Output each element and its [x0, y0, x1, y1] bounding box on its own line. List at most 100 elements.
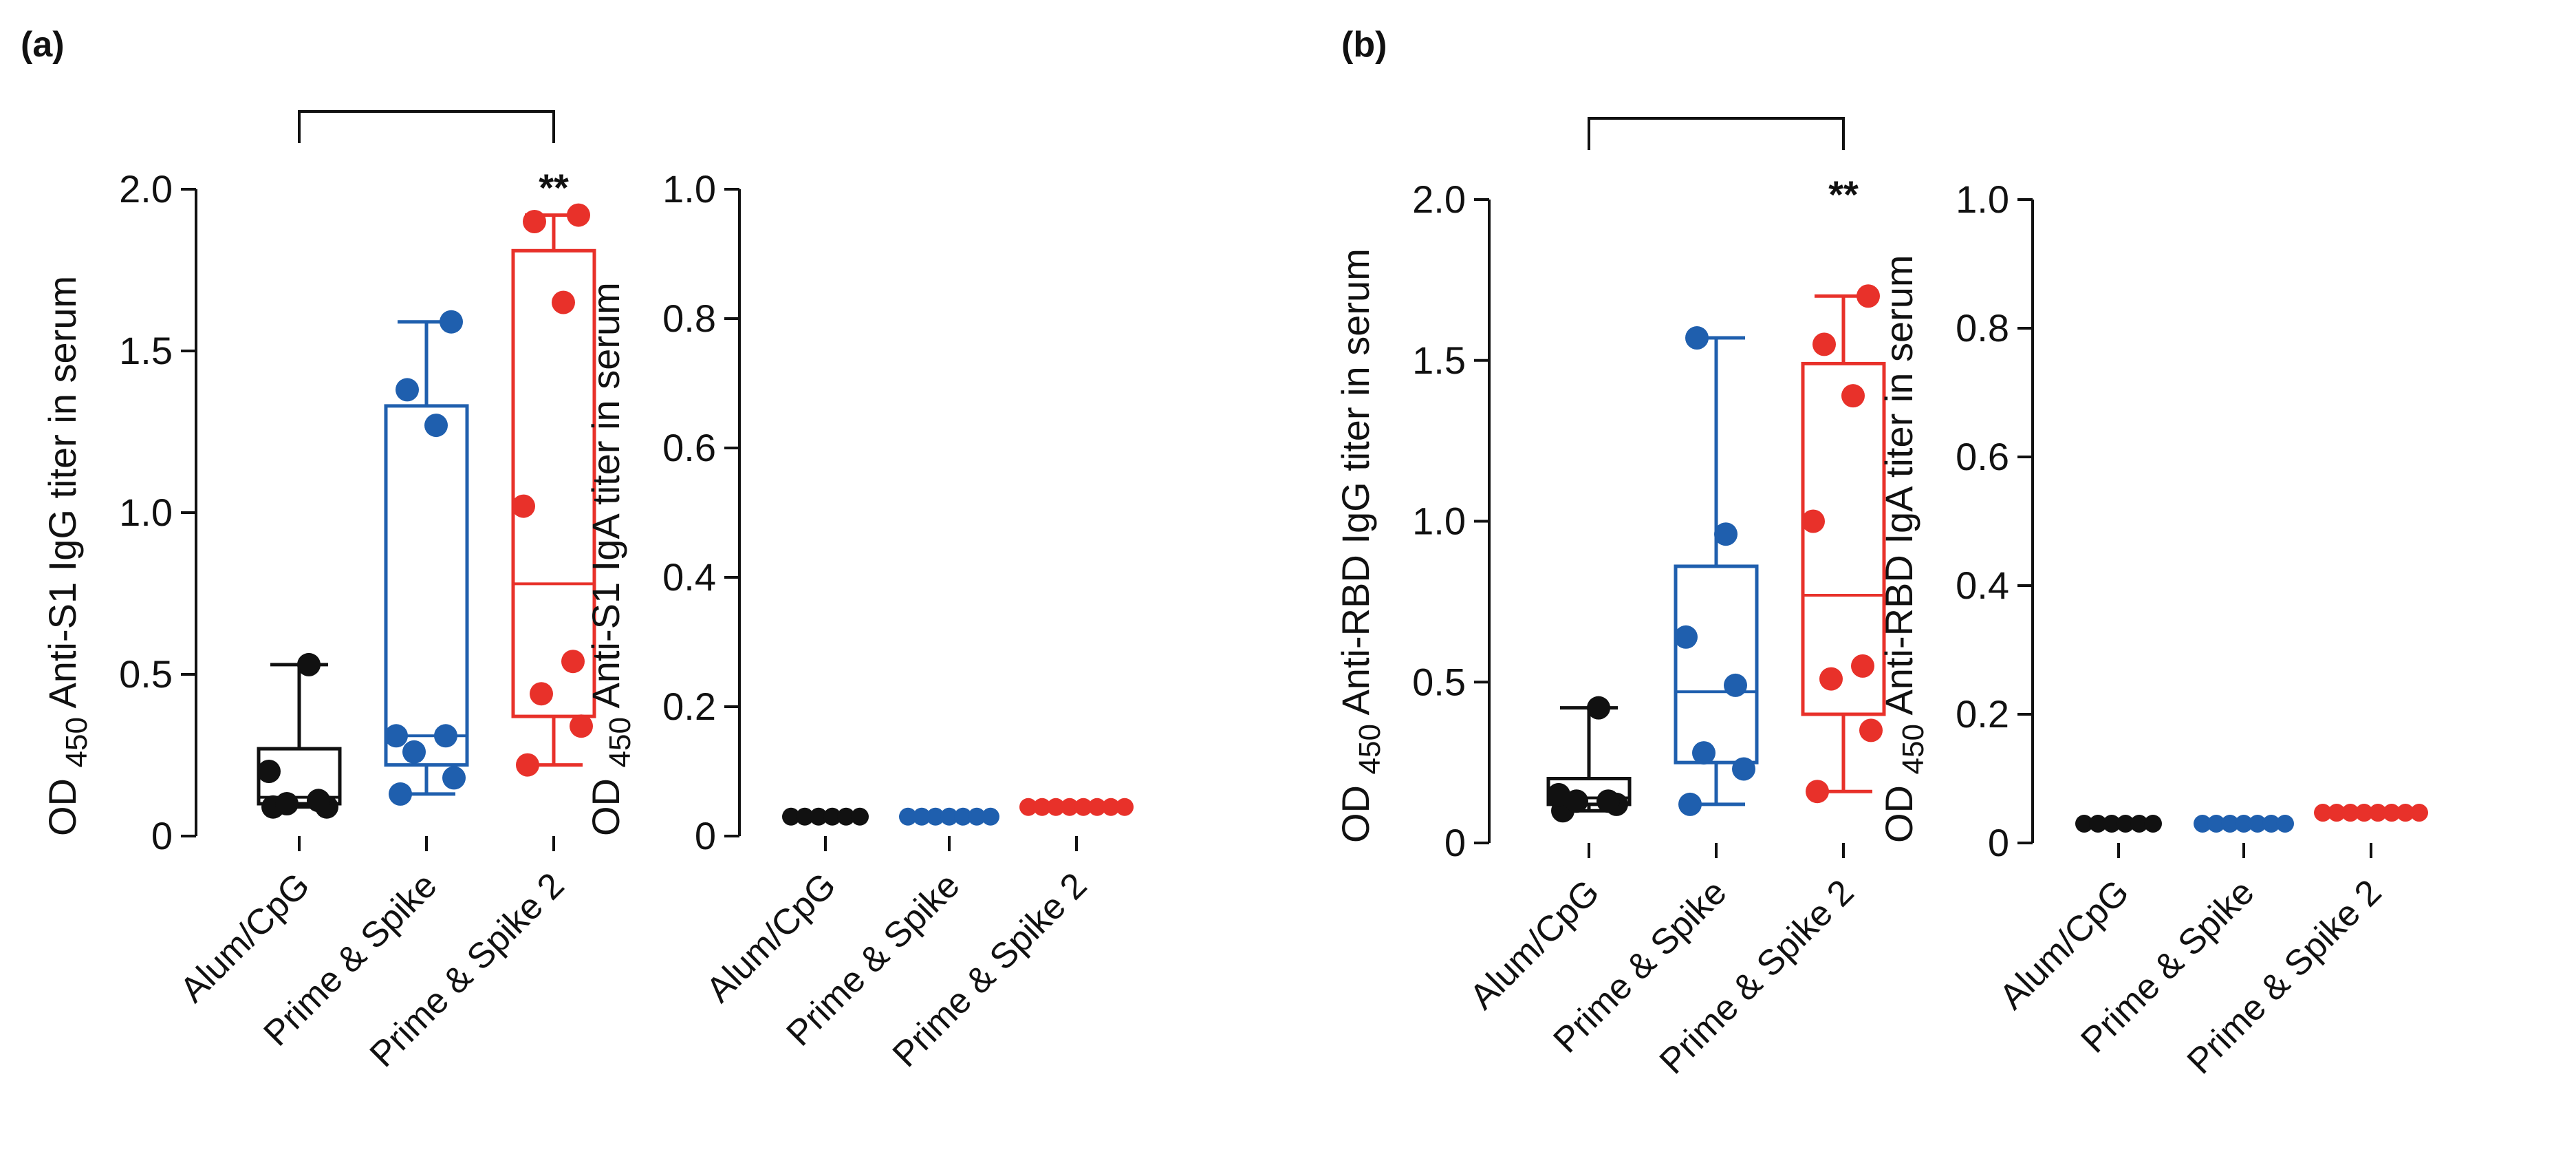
data-point	[1857, 284, 1880, 308]
y-axis-label-subscript: 450	[1353, 724, 1387, 774]
data-point	[1088, 798, 1106, 816]
y-tick-label: 0.4	[1956, 564, 2009, 607]
y-tick-label: 2.0	[119, 167, 173, 211]
data-point	[2369, 804, 2387, 822]
data-point	[2075, 814, 2093, 833]
series-alum-cpg	[257, 652, 342, 819]
data-point	[2117, 814, 2134, 833]
data-point	[1801, 509, 1825, 533]
y-tick-label: 0	[1444, 821, 1466, 864]
data-point	[530, 682, 553, 706]
y-tick-label: 1.0	[1412, 500, 1466, 543]
data-point	[567, 203, 590, 227]
y-tick-label: 0.8	[1956, 306, 2009, 350]
data-point	[1674, 625, 1698, 649]
data-point	[940, 807, 958, 826]
data-point	[810, 807, 827, 826]
y-axis-label-subscript: 450	[603, 717, 637, 767]
data-point	[899, 807, 917, 826]
y-axis-label: OD 450 Anti-RBD IgG titer in serum	[1334, 248, 1387, 843]
data-point	[2235, 814, 2253, 833]
data-point	[823, 807, 841, 826]
y-axis-label-text: Anti-RBD IgG titer in serum	[1334, 248, 1377, 724]
data-point	[2383, 804, 2401, 822]
data-point	[1806, 780, 1829, 804]
series-prime-spike	[1674, 326, 1759, 816]
data-point	[796, 807, 814, 826]
y-tick-label: 0.5	[119, 652, 173, 696]
data-point	[424, 414, 448, 438]
data-point	[782, 807, 800, 826]
y-axis-label-text: Anti-S1 IgG titer in serum	[41, 276, 84, 717]
y-tick-label: 0	[1988, 821, 2009, 864]
series-alum-cpg	[782, 807, 869, 826]
series-prime-spike-2	[1801, 284, 1886, 804]
data-point	[1812, 332, 1836, 356]
box-iqr	[511, 248, 596, 718]
box-iqr	[1801, 361, 1886, 716]
data-point	[2249, 814, 2266, 833]
y-tick-label: 1.5	[1412, 339, 1466, 382]
data-point	[2410, 804, 2428, 822]
y-tick-label: 1.0	[1956, 178, 2009, 221]
data-point	[2355, 804, 2373, 822]
data-point	[1678, 792, 1702, 816]
data-point	[1102, 798, 1120, 816]
data-point	[561, 650, 585, 674]
data-point	[927, 807, 944, 826]
series-prime-spike-2	[511, 203, 596, 777]
data-point	[389, 782, 412, 806]
y-tick-label: 0.4	[662, 555, 716, 599]
data-point	[1859, 718, 1883, 742]
y-axis-label-prefix: OD	[1334, 774, 1377, 843]
data-point	[2341, 804, 2359, 822]
data-point	[396, 378, 419, 402]
y-tick-label: 0.6	[1956, 435, 2009, 478]
y-tick-label: 0	[695, 814, 716, 857]
y-tick-label: 0.2	[662, 685, 716, 728]
y-axis-label-text: Anti-S1 IgA titer in serum	[584, 282, 627, 717]
y-axis-label-prefix: OD	[41, 767, 84, 836]
data-point	[385, 724, 408, 748]
y-axis-label-text: Anti-RBD IgA titer in serum	[1877, 255, 1920, 724]
data-point	[1061, 798, 1079, 816]
panel-label-a: (a)	[21, 25, 65, 65]
data-point	[913, 807, 931, 826]
data-point	[440, 310, 463, 334]
y-axis-label: OD 450 Anti-S1 IgA titer in serum	[584, 282, 637, 836]
data-point	[1841, 384, 1865, 408]
significance-bracket	[298, 110, 555, 143]
series-prime-spike-2	[2314, 804, 2428, 822]
data-point	[982, 807, 999, 826]
data-point	[2221, 814, 2239, 833]
data-point	[2396, 804, 2414, 822]
data-point	[1547, 782, 1570, 806]
series-alum-cpg	[1546, 696, 1632, 823]
data-point	[297, 652, 321, 676]
data-point	[402, 740, 426, 764]
data-point	[570, 714, 593, 738]
data-point	[1597, 789, 1620, 813]
data-point	[516, 753, 539, 777]
data-point	[954, 807, 972, 826]
data-point	[1047, 798, 1065, 816]
box-iqr	[384, 404, 469, 767]
data-point	[275, 792, 299, 815]
data-point	[512, 494, 535, 518]
data-point	[307, 789, 330, 813]
data-point	[523, 210, 546, 233]
data-point	[1685, 326, 1709, 350]
data-point	[2314, 804, 2332, 822]
y-tick-label: 0.8	[662, 297, 716, 340]
y-axis-label: OD 450 Anti-RBD IgA titer in serum	[1877, 255, 1930, 843]
data-point	[1565, 789, 1588, 813]
y-tick-label: 0.6	[662, 426, 716, 469]
data-point	[1692, 741, 1715, 765]
series-alum-cpg	[2075, 814, 2162, 833]
y-axis-label-subscript: 450	[1896, 724, 1930, 774]
y-tick-label: 2.0	[1412, 178, 1466, 221]
y-tick-label: 0.5	[1412, 660, 1466, 703]
data-point	[2103, 814, 2121, 833]
data-point	[2144, 814, 2162, 833]
data-point	[1732, 757, 1755, 781]
